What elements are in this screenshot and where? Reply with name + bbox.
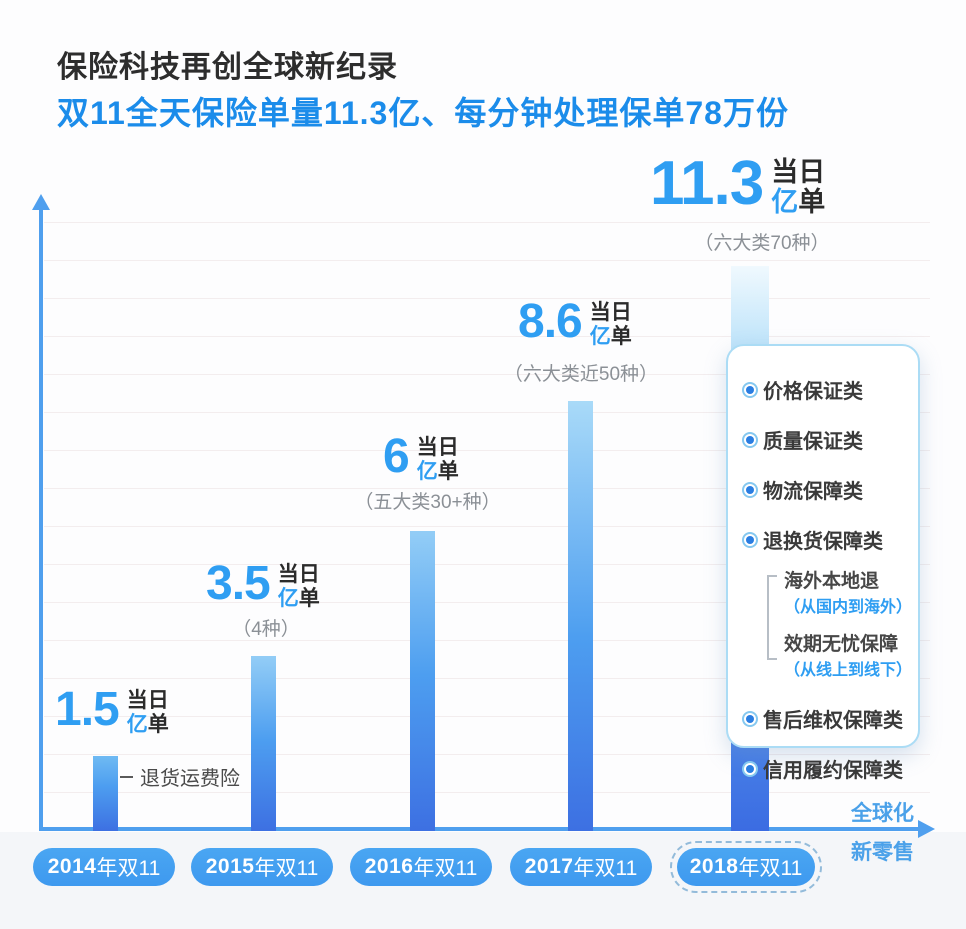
bar-2014	[93, 756, 118, 831]
category-callout-box: 价格保证类 质量保证类 物流保障类 退换货保障类 海外本地退 （从国内到海外） …	[726, 344, 920, 782]
y-axis-arrow-icon	[32, 194, 50, 210]
value-unit: 当日 亿单	[771, 157, 826, 217]
value-label-2015: 3.5 当日 亿单	[206, 557, 320, 610]
callout-subgroup: 海外本地退 （从国内到海外） 效期无忧保障 （从线上到线下）	[767, 566, 918, 680]
year-pill-2017[interactable]: 2017 年双11	[510, 848, 652, 886]
x-axis-arrow-icon	[918, 820, 935, 838]
callout-sub-item: 效期无忧保障	[784, 634, 899, 655]
bullet-icon	[746, 385, 754, 394]
x-axis	[39, 827, 921, 831]
year-pill-2015[interactable]: 2015 年双11	[191, 848, 333, 886]
bar-annotation-2015: （4种）	[232, 619, 300, 640]
trend-label-new-retail: 新零售	[851, 841, 914, 864]
value-number: 3.5	[206, 557, 271, 610]
value-number: 1.5	[55, 683, 120, 736]
callout-item: 信用履约保障类	[743, 754, 918, 783]
page-title: 保险科技再创全球新纪录	[57, 51, 398, 84]
year-pill-2018[interactable]: 2018 年双11	[677, 848, 815, 886]
value-number: 6	[383, 430, 410, 483]
bullet-icon	[746, 535, 754, 544]
year-pill-2014[interactable]: 2014 年双11	[33, 848, 175, 886]
value-number: 11.3	[650, 149, 764, 218]
annotation-dash	[120, 775, 133, 778]
value-label-2014: 1.5 当日 亿单	[55, 683, 169, 736]
callout-item: 质量保证类	[743, 425, 918, 454]
value-number: 8.6	[518, 295, 583, 348]
bar-2017	[568, 401, 593, 831]
page-subtitle: 双11全天保险单量11.3亿、每分钟处理保单78万份	[57, 95, 789, 131]
bullet-icon	[746, 435, 754, 444]
value-label-2016: 6 当日 亿单	[383, 430, 459, 483]
value-label-2017: 8.6 当日 亿单	[518, 295, 632, 348]
bullet-icon	[746, 714, 754, 723]
bar-annotation-2018: （六大类70种）	[694, 233, 830, 254]
callout-item: 退换货保障类	[743, 525, 918, 554]
value-unit: 当日 亿单	[277, 563, 320, 610]
value-unit: 当日 亿单	[416, 436, 459, 483]
value-unit: 当日 亿单	[589, 301, 632, 348]
bar-2015	[251, 656, 276, 831]
bullet-icon	[746, 764, 754, 773]
trend-label-globalization: 全球化	[851, 802, 914, 825]
bar-2016	[410, 531, 435, 831]
bracket-icon	[767, 575, 777, 660]
callout-sub-note: （从线上到线下）	[784, 662, 913, 679]
bar-annotation-2017: （六大类近50种）	[503, 364, 659, 385]
callout-item: 物流保障类	[743, 475, 918, 504]
bar-annotation-2014: 退货运费险	[120, 762, 240, 791]
year-pill-2016[interactable]: 2016 年双11	[350, 848, 492, 886]
callout-sub-note: （从国内到海外）	[784, 599, 913, 616]
y-axis	[39, 208, 43, 830]
bullet-icon	[746, 485, 754, 494]
callout-item: 售后维权保障类	[743, 704, 918, 733]
bar-annotation-2016: （五大类30+种）	[354, 492, 501, 513]
callout-sub-item: 海外本地退	[784, 571, 880, 592]
highlight-dashed-ring: 2018 年双11	[670, 841, 822, 893]
value-label-2018: 11.3 当日 亿单	[650, 149, 826, 218]
callout-item: 价格保证类	[743, 375, 918, 404]
value-unit: 当日 亿单	[126, 689, 169, 736]
